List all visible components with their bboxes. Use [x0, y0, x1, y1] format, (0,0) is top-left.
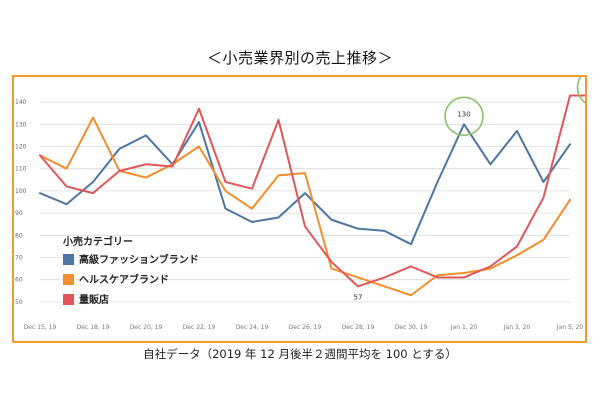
data-point: [278, 217, 280, 219]
data-point: [225, 190, 227, 192]
data-point: [145, 135, 147, 137]
data-point: [410, 294, 412, 296]
data-point: [543, 181, 545, 183]
data-point: [251, 221, 253, 223]
data-point: [304, 226, 306, 228]
legend-label: 量販店: [79, 293, 109, 306]
data-point: [198, 121, 200, 123]
data-point: [569, 95, 571, 97]
data-point: [92, 181, 94, 183]
x-tick-label: Dec 15, 19: [24, 324, 57, 331]
legend-swatch: [63, 274, 74, 285]
data-point: [463, 123, 465, 125]
data-point: [516, 130, 518, 132]
data-point: [304, 192, 306, 194]
data-point: [331, 219, 333, 221]
data-point: [543, 197, 545, 199]
highlight-circle: [576, 67, 600, 108]
y-tick-label: 50: [15, 299, 23, 306]
data-label: 130: [457, 110, 470, 118]
data-point: [357, 277, 359, 279]
data-point: [145, 163, 147, 165]
data-point: [384, 230, 386, 232]
data-point: [516, 246, 518, 248]
data-point: [463, 277, 465, 279]
data-point: [39, 154, 41, 156]
x-tick-label: Dec 20, 19: [130, 324, 163, 331]
highlight-circle: [444, 96, 484, 137]
data-point: [145, 177, 147, 179]
data-point: [304, 172, 306, 174]
x-tick-label: Dec 18, 19: [77, 324, 110, 331]
y-tick-label: 130: [15, 121, 27, 128]
data-point: [172, 166, 174, 168]
data-point: [39, 192, 41, 194]
data-point: [119, 148, 121, 150]
y-tick-label: 110: [15, 166, 27, 173]
data-point: [66, 186, 68, 188]
data-point: [569, 143, 571, 145]
y-tick-label: 70: [15, 255, 23, 262]
data-point: [543, 239, 545, 241]
data-point: [384, 277, 386, 279]
x-tick-label: Dec 22, 19: [183, 324, 216, 331]
data-point: [331, 261, 333, 263]
y-tick-label: 100: [15, 188, 27, 195]
data-point: [331, 268, 333, 270]
series-line-0: [39, 121, 571, 246]
y-tick-label: 80: [15, 232, 23, 239]
legend-title: 小売カテゴリー: [62, 235, 133, 248]
data-point: [66, 168, 68, 170]
data-point: [251, 208, 253, 210]
x-tick-label: Jan 5, 20: [556, 324, 584, 331]
chart-caption: 自社データ（2019 年 12 月後半２週間平均を 100 とする）: [143, 347, 457, 361]
data-point: [384, 285, 386, 287]
data-point: [490, 163, 492, 165]
data-point: [278, 174, 280, 176]
legend-label: 高級ファッションブランド: [79, 253, 199, 266]
data-point: [66, 203, 68, 205]
data-point: [516, 254, 518, 256]
data-point: [410, 243, 412, 245]
data-point: [569, 199, 571, 201]
data-point: [198, 146, 200, 148]
x-tick-label: Dec 30, 19: [395, 324, 428, 331]
data-label: 57: [354, 293, 363, 301]
x-tick-label: Jan 1, 20: [450, 324, 478, 331]
x-tick-label: Jan 3, 20: [503, 324, 531, 331]
x-tick-label: Dec 26, 19: [289, 324, 322, 331]
data-point: [437, 181, 439, 183]
data-point: [92, 117, 94, 119]
data-point: [357, 228, 359, 230]
legend-label: ヘルスケアブランド: [79, 273, 169, 286]
data-point: [225, 181, 227, 183]
data-point: [410, 265, 412, 267]
line-chart: 50 60 70 80 90 100 110 120 130 140 Dec 15, 19 Dec 1…: [15, 67, 600, 331]
y-tick-label: 140: [15, 99, 27, 106]
data-point: [490, 265, 492, 267]
y-tick-label: 90: [15, 210, 23, 217]
legend-swatch: [63, 254, 74, 265]
x-tick-label: Dec 24, 19: [236, 324, 269, 331]
data-point: [437, 274, 439, 276]
data-point: [357, 285, 359, 287]
chart-frame: 50 60 70 80 90 100 110 120 130 140 Dec 15, 19 Dec 1…: [12, 67, 600, 343]
y-tick-label: 120: [15, 144, 27, 151]
series-line-2: [39, 94, 598, 288]
x-tick-label: Dec 28, 19: [342, 324, 375, 331]
data-point: [119, 170, 121, 172]
chart-title: ＜小売業界別の売上推移＞: [206, 49, 393, 67]
data-point: [92, 192, 94, 194]
legend-swatch: [63, 294, 74, 305]
data-point: [198, 108, 200, 110]
data-point: [463, 272, 465, 274]
data-point: [437, 277, 439, 279]
data-point: [251, 188, 253, 190]
y-tick-label: 60: [15, 277, 23, 284]
data-point: [490, 268, 492, 270]
data-point: [225, 208, 227, 210]
data-point: [278, 119, 280, 121]
